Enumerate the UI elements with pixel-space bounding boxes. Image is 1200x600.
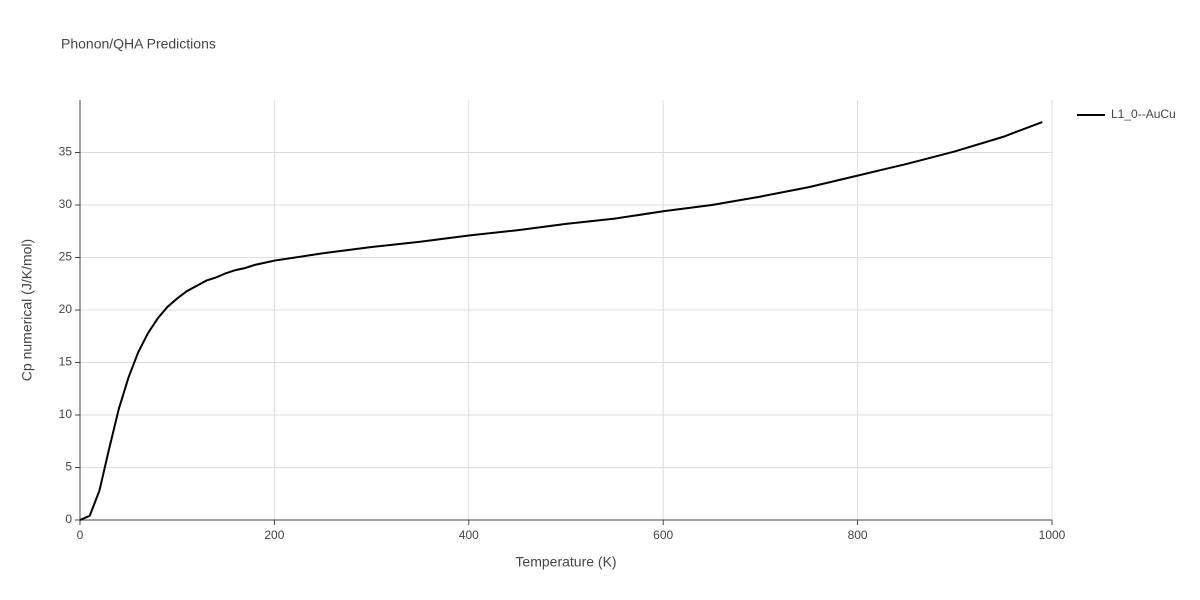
chart-title: Phonon/QHA Predictions	[61, 36, 216, 52]
y-tick-label: 25	[59, 250, 73, 264]
y-tick-label: 35	[59, 145, 73, 159]
x-tick-label: 400	[459, 528, 479, 542]
y-tick-label: 5	[65, 460, 72, 474]
x-tick-label: 1000	[1039, 528, 1066, 542]
legend-label: L1_0--AuCu	[1111, 107, 1176, 121]
y-axis-label: Cp numerical (J/K/mol)	[19, 239, 35, 381]
y-tick-label: 10	[59, 407, 73, 421]
y-tick-label: 0	[65, 512, 72, 526]
x-tick-label: 600	[653, 528, 673, 542]
x-axis-label: Temperature (K)	[515, 554, 616, 570]
x-tick-label: 800	[848, 528, 868, 542]
y-tick-label: 30	[59, 197, 73, 211]
y-tick-label: 15	[59, 355, 73, 369]
y-tick-label: 20	[59, 302, 73, 316]
x-tick-label: 0	[77, 528, 84, 542]
line	[79, 121, 1043, 521]
x-tick-label: 200	[264, 528, 284, 542]
